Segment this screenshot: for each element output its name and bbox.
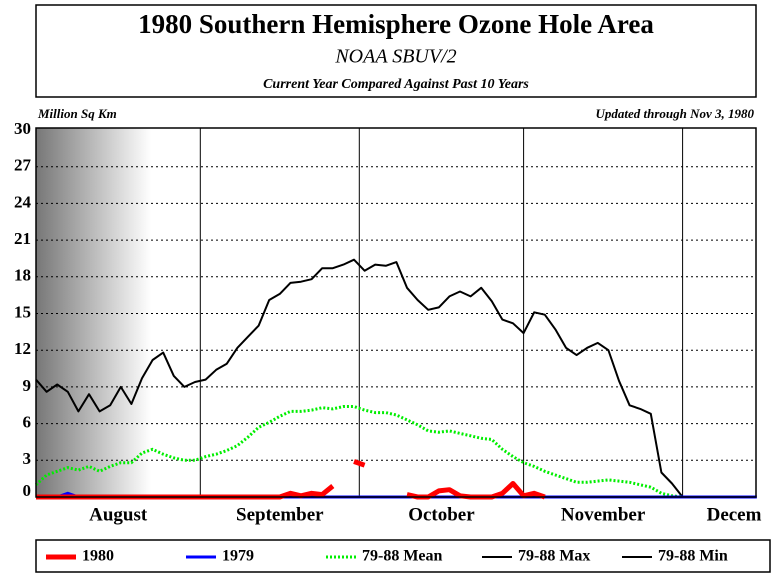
annotation: Updated through Nov 3, 1980 bbox=[595, 106, 754, 121]
legend-label: 1980 bbox=[82, 548, 114, 565]
y-tick-label: 0 bbox=[23, 481, 32, 500]
x-tick-label: Decem bbox=[707, 504, 762, 525]
y-tick-label: 12 bbox=[14, 339, 31, 358]
caption: Current Year Compared Against Past 10 Ye… bbox=[263, 77, 529, 92]
series-line bbox=[406, 481, 546, 500]
x-tick-label: August bbox=[89, 504, 148, 525]
legend: 1980 1979 79-88 Mean 79-88 Max 79-88 Min bbox=[46, 548, 728, 565]
y-tick-label: 30 bbox=[14, 119, 31, 138]
y-axis-label: Million Sq Km bbox=[37, 106, 117, 121]
legend-label: 79-88 Min bbox=[658, 548, 728, 565]
legend-label: 1979 bbox=[222, 548, 254, 565]
legend-box bbox=[35, 539, 771, 573]
y-tick-label: 24 bbox=[14, 192, 32, 211]
y-tick-label: 18 bbox=[14, 266, 31, 285]
y-tick-label: 3 bbox=[23, 449, 32, 468]
shading bbox=[36, 128, 151, 497]
legend-label: 79-88 Max bbox=[518, 548, 590, 565]
x-tick-label: November bbox=[561, 504, 646, 525]
title-box bbox=[35, 4, 757, 98]
y-tick-label: 6 bbox=[23, 413, 32, 432]
chart-title: 1980 Southern Hemisphere Ozone Hole Area bbox=[138, 9, 654, 39]
series-line bbox=[35, 258, 684, 498]
series-line bbox=[34, 405, 683, 499]
y-tick-label: 15 bbox=[14, 302, 31, 321]
y-tick-label: 27 bbox=[14, 156, 32, 175]
subtitle: NOAA SBUV/2 bbox=[334, 46, 456, 68]
x-tick-label: October bbox=[408, 504, 475, 525]
series-line bbox=[353, 459, 366, 468]
y-tick-label: 9 bbox=[23, 376, 32, 395]
plot-frame bbox=[35, 127, 757, 498]
x-tick-label: September bbox=[236, 504, 324, 525]
y-tick-label: 21 bbox=[14, 229, 31, 248]
legend-label: 79-88 Mean bbox=[362, 548, 443, 565]
